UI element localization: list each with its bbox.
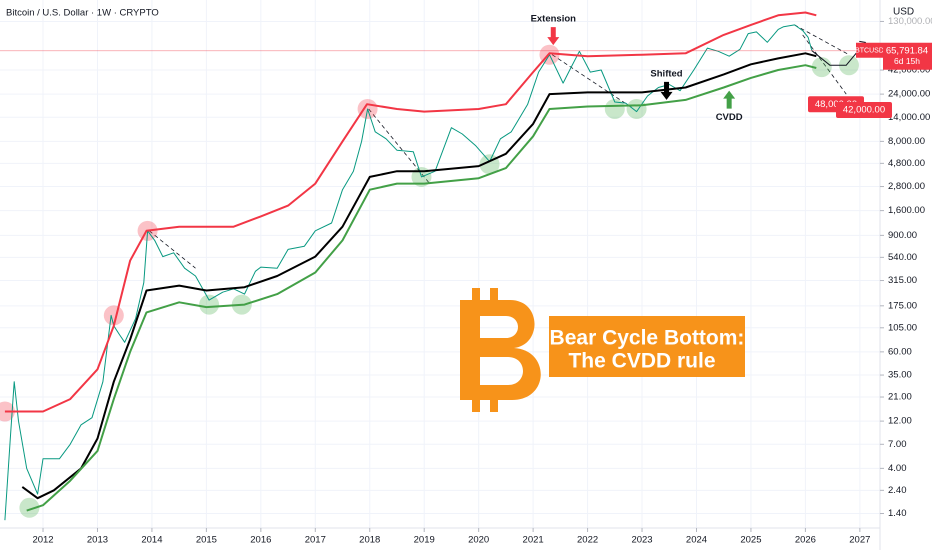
y-tick-label: 4.00 <box>888 463 907 474</box>
x-tick-label: 2023 <box>631 535 652 546</box>
y-tick-label: 14,000.00 <box>888 112 930 123</box>
x-tick-label: 2015 <box>196 535 217 546</box>
trendline <box>148 230 196 269</box>
x-tick-label: 2019 <box>414 535 435 546</box>
x-tick-label: 2025 <box>740 535 761 546</box>
y-tick-label: 7.00 <box>888 439 907 450</box>
y-tick-label: 35.00 <box>888 370 912 381</box>
bitcoin-logo <box>460 288 541 412</box>
trendline <box>794 24 850 56</box>
y-tick-label: 8,000.00 <box>888 136 925 147</box>
x-tick-label: 2018 <box>359 535 380 546</box>
y-tick-label: 130,000.00 <box>888 16 932 27</box>
x-tick-label: 2017 <box>305 535 326 546</box>
y-tick-label: 540.00 <box>888 252 917 263</box>
y-tick-label: 4,800.00 <box>888 158 925 169</box>
annotation-label: CVDD <box>716 112 743 123</box>
y-tick-label: 1,600.00 <box>888 205 925 216</box>
x-tick-label: 2013 <box>87 535 108 546</box>
highlight-circle <box>199 294 220 315</box>
x-tick-label: 2016 <box>250 535 271 546</box>
plot-area <box>0 11 867 521</box>
annotation-arrow <box>723 90 736 109</box>
y-tick-label: 175.00 <box>888 300 917 311</box>
x-tick-label: 2021 <box>523 535 544 546</box>
highlight-circle <box>19 497 40 518</box>
chart-subtitle: The CVDD rule <box>568 350 715 373</box>
annotation-label: Shifted <box>650 68 682 79</box>
symbol-header: Bitcoin / U.S. Dollar · 1W · CRYPTO <box>6 8 159 19</box>
symbol-tag-label: BTCUSD <box>855 48 884 55</box>
highlight-circle <box>838 55 859 76</box>
countdown-label: 6d 15h <box>894 56 920 66</box>
y-tick-label: 900.00 <box>888 230 917 241</box>
x-tick-label: 2027 <box>849 535 870 546</box>
symbol-tag <box>856 42 883 58</box>
y-tick-label: 24,000.00 <box>888 89 930 100</box>
y-tick-label: 12.00 <box>888 416 912 427</box>
title-box <box>549 316 745 377</box>
highlight-circle <box>103 305 124 326</box>
currency-label: USD <box>893 7 914 18</box>
y-tick-label: 2,800.00 <box>888 181 925 192</box>
y-tick-label: 42,000.00 <box>888 65 930 76</box>
series-line <box>26 64 817 512</box>
annotation-arrow <box>547 27 560 46</box>
y-tick-label: 21.00 <box>888 392 912 403</box>
x-tick-label: 2020 <box>468 535 489 546</box>
x-tick-label: 2014 <box>141 535 162 546</box>
chart-title: Bear Cycle Bottom: <box>550 327 745 350</box>
y-tick-label: 2.40 <box>888 485 907 496</box>
x-tick-label: 2012 <box>32 535 53 546</box>
y-tick-label: 60.00 <box>888 346 912 357</box>
trendline <box>802 34 847 95</box>
series-line <box>4 24 813 521</box>
x-tick-label: 2024 <box>686 535 707 546</box>
target-tag-label: 42,000.00 <box>843 105 885 116</box>
series-line <box>21 52 817 500</box>
y-tick-label: 105.00 <box>888 322 917 333</box>
series-line <box>4 11 817 413</box>
annotation-arrow <box>660 81 673 100</box>
y-tick-label: 315.00 <box>888 275 917 286</box>
annotation-label: Extension <box>531 14 577 25</box>
trendline <box>551 54 635 110</box>
y-tick-label: 1.40 <box>888 508 907 519</box>
target-tag <box>836 102 892 119</box>
price-tag <box>883 42 932 70</box>
highlight-circle <box>604 98 625 119</box>
price-tag-label: 65,791.84 <box>886 45 928 56</box>
projection-path <box>811 41 866 66</box>
x-tick-label: 2022 <box>577 535 598 546</box>
x-tick-label: 2026 <box>795 535 816 546</box>
